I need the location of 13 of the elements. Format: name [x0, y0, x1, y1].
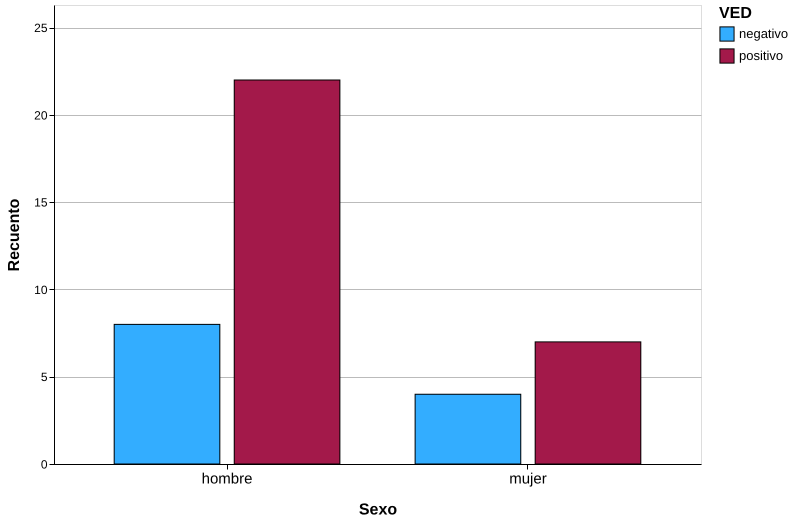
- y-tick-label: 25: [34, 21, 48, 36]
- x-tick-label: mujer: [509, 470, 547, 488]
- x-tick-label: hombre: [202, 470, 252, 488]
- y-tick-label: 5: [40, 370, 48, 384]
- legend-label: positivo: [739, 48, 784, 63]
- y-axis-title: Recuento: [6, 198, 24, 272]
- x-axis-title: Sexo: [358, 502, 398, 518]
- y-tick-label: 20: [34, 108, 48, 122]
- legend-label: negativo: [739, 26, 788, 41]
- y-tick-label: 10: [34, 282, 48, 297]
- y-tick-label: 15: [34, 196, 48, 210]
- legend-title: VED: [719, 5, 752, 22]
- y-tick-label: 0: [40, 458, 48, 472]
